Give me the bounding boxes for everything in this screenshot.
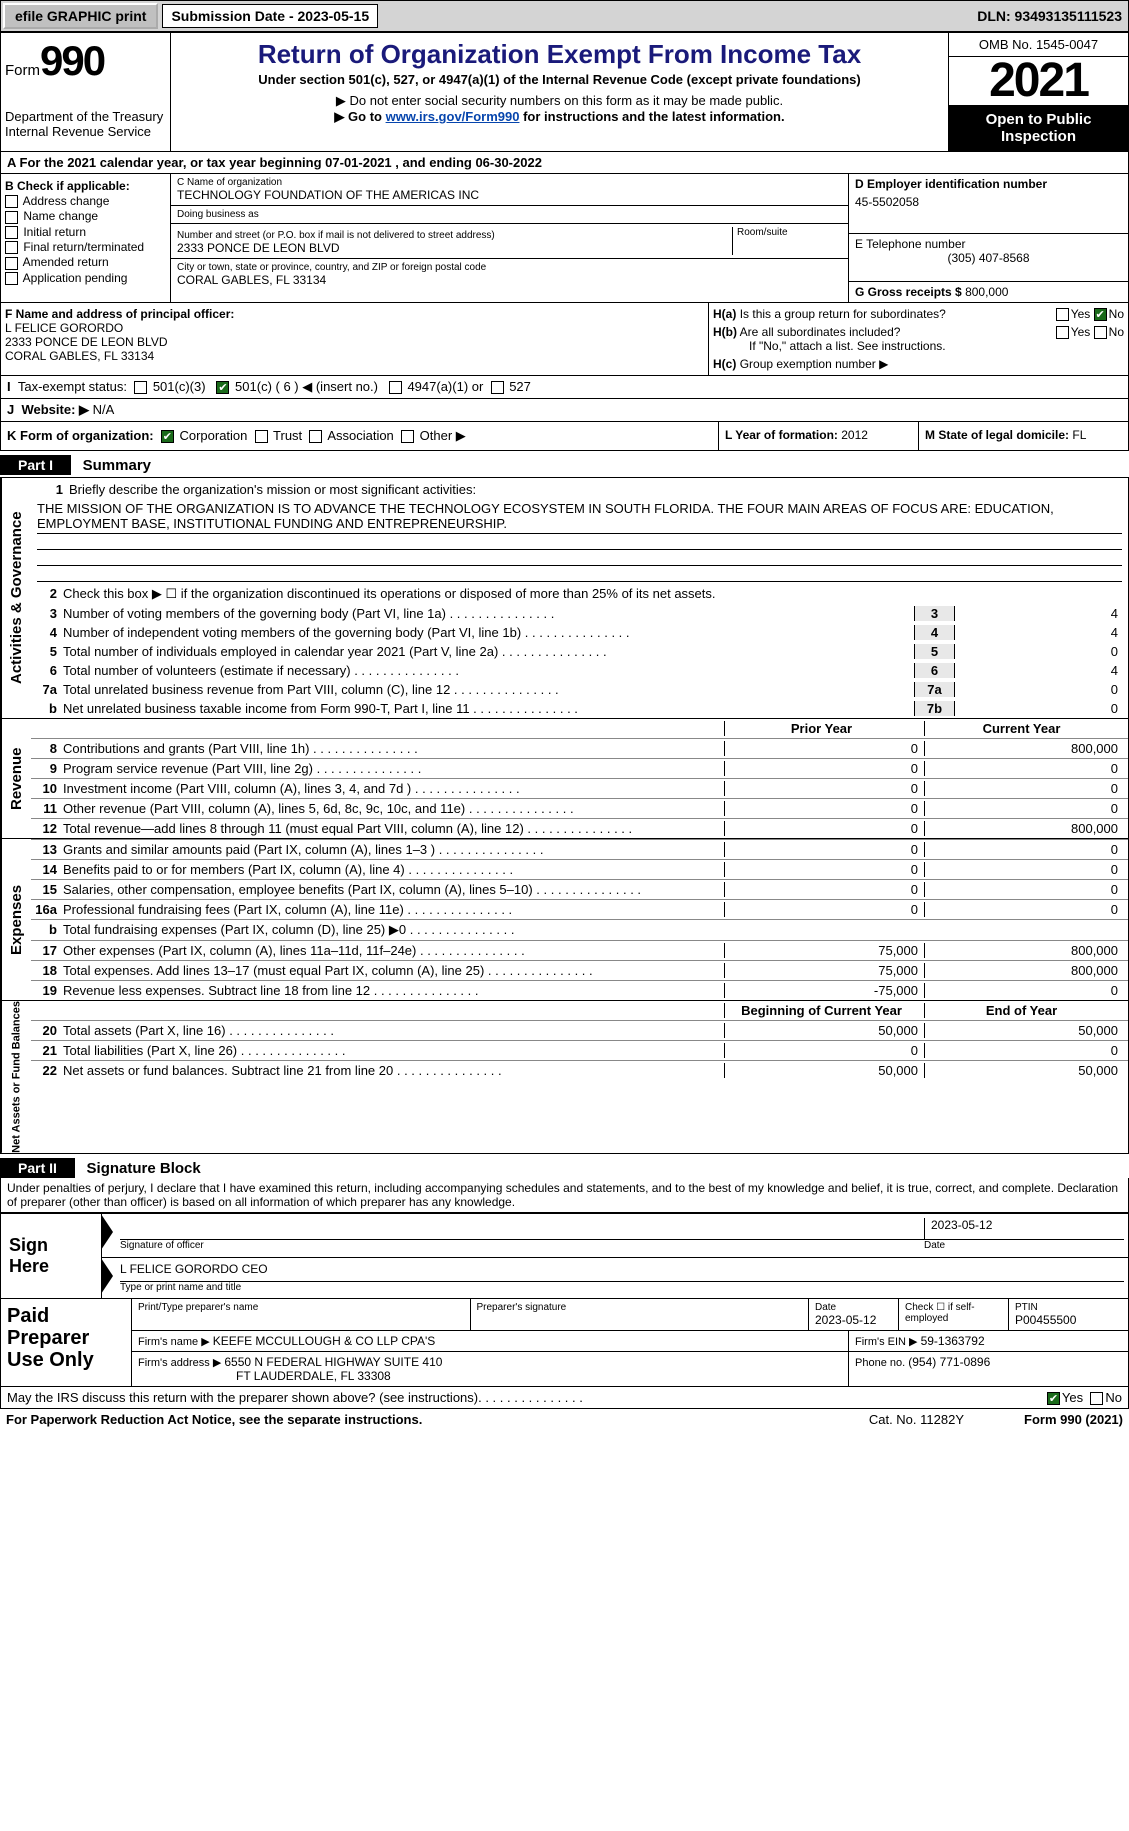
h-b: H(b) Are all subordinates included? Yes … [713, 325, 1124, 339]
signature-officer-label: Signature of officer [120, 1240, 924, 1251]
summary-line: 6Total number of volunteers (estimate if… [31, 661, 1128, 680]
vert-activities-governance: Activities & Governance [1, 478, 31, 718]
summary-line: 3Number of voting members of the governi… [31, 604, 1128, 623]
officer-h-block: F Name and address of principal officer:… [0, 303, 1129, 376]
summary-line: 15Salaries, other compensation, employee… [31, 879, 1128, 899]
summary-line: 11Other revenue (Part VIII, column (A), … [31, 798, 1128, 818]
part-1-header: Part I Summary [0, 451, 1129, 475]
sign-date: 2023-05-12 [924, 1218, 1124, 1239]
addr-label: Number and street (or P.O. box if mail i… [177, 230, 495, 241]
city-label: City or town, state or province, country… [177, 262, 842, 273]
summary-line: 17Other expenses (Part IX, column (A), l… [31, 940, 1128, 960]
note-goto: Go to www.irs.gov/Form990 for instructio… [175, 109, 944, 125]
summary-line: 20Total assets (Part X, line 16)50,00050… [31, 1020, 1128, 1040]
officer-addr1: 2333 PONCE DE LEON BLVD [5, 335, 704, 349]
summary-line: 7aTotal unrelated business revenue from … [31, 680, 1128, 699]
discuss-row: May the IRS discuss this return with the… [0, 1387, 1129, 1409]
e-phone-label: E Telephone number [855, 237, 1122, 251]
checkbox-item[interactable]: Address change [5, 194, 166, 208]
irs-link[interactable]: www.irs.gov/Form990 [386, 109, 520, 124]
form-subtitle: Under section 501(c), 527, or 4947(a)(1)… [175, 72, 944, 87]
signature-arrow-icon [101, 1214, 113, 1250]
phone-value: (305) 407-8568 [855, 251, 1122, 265]
summary-line: 9Program service revenue (Part VIII, lin… [31, 758, 1128, 778]
checkbox-item[interactable]: Amended return [5, 255, 166, 269]
officer-name: L FELICE GORORDO [5, 321, 704, 335]
summary-line: 12Total revenue—add lines 8 through 11 (… [31, 818, 1128, 838]
summary-line: 19Revenue less expenses. Subtract line 1… [31, 980, 1128, 1000]
h-a: H(a) Is this a group return for subordin… [713, 307, 1124, 321]
f-officer-label: F Name and address of principal officer: [5, 307, 704, 321]
irs-label: Internal Revenue Service [5, 124, 166, 139]
summary-line: bTotal fundraising expenses (Part IX, co… [31, 919, 1128, 940]
checkbox-item[interactable]: Initial return [5, 225, 166, 239]
h-note: If "No," attach a list. See instructions… [749, 339, 1124, 353]
perjury-text: Under penalties of perjury, I declare th… [0, 1178, 1129, 1213]
efile-print-button[interactable]: efile GRAPHIC print [3, 3, 158, 29]
org-street: 2333 PONCE DE LEON BLVD [177, 241, 340, 255]
top-bar: efile GRAPHIC print Submission Date - 20… [0, 0, 1129, 32]
org-info-block: B Check if applicable: Address change Na… [0, 174, 1129, 303]
summary-line: 10Investment income (Part VIII, column (… [31, 778, 1128, 798]
org-city: CORAL GABLES, FL 33134 [177, 273, 842, 287]
mission-text: THE MISSION OF THE ORGANIZATION IS TO AD… [37, 499, 1122, 534]
dln-number: DLN: 93493135111523 [977, 8, 1128, 24]
dba-label: Doing business as [177, 209, 842, 220]
summary-line: 8Contributions and grants (Part VIII, li… [31, 738, 1128, 758]
org-name: TECHNOLOGY FOUNDATION OF THE AMERICAS IN… [177, 188, 842, 202]
date-label: Date [924, 1240, 1124, 1251]
gross-value: 800,000 [965, 285, 1008, 299]
form-number: Form990 [5, 37, 166, 85]
part-2-header: Part II Signature Block [0, 1154, 1129, 1178]
vert-net-assets: Net Assets or Fund Balances [1, 1001, 31, 1153]
part-1-summary: Activities & Governance 1Briefly describ… [0, 477, 1129, 1154]
line-klm: K Form of organization: Corporation Trus… [0, 422, 1129, 451]
column-b-checkboxes: B Check if applicable: Address change Na… [1, 174, 171, 302]
paid-preparer-block: Paid Preparer Use Only Print/Type prepar… [0, 1299, 1129, 1387]
sign-here-block: SignHere 2023-05-12 Signature of officer… [0, 1213, 1129, 1299]
checkbox-item[interactable]: Final return/terminated [5, 240, 166, 254]
summary-line: 13Grants and similar amounts paid (Part … [31, 839, 1128, 859]
summary-line: 5Total number of individuals employed in… [31, 642, 1128, 661]
summary-line: 4Number of independent voting members of… [31, 623, 1128, 642]
submission-date: Submission Date - 2023-05-15 [162, 4, 378, 28]
type-print-label: Type or print name and title [120, 1282, 1124, 1293]
officer-addr2: CORAL GABLES, FL 33134 [5, 349, 704, 363]
tax-year: 2021 [949, 57, 1128, 105]
checkbox-item[interactable]: Name change [5, 209, 166, 223]
form-header: Form990 Department of the Treasury Inter… [0, 32, 1129, 152]
officer-printed-name: L FELICE GORORDO CEO [120, 1262, 1124, 1282]
vert-expenses: Expenses [1, 839, 31, 1000]
vert-revenue: Revenue [1, 719, 31, 838]
d-ein-label: D Employer identification number [855, 177, 1122, 191]
summary-line: 16aProfessional fundraising fees (Part I… [31, 899, 1128, 919]
summary-line: 14Benefits paid to or for members (Part … [31, 859, 1128, 879]
line-j-website: J Website: ▶ N/A [0, 399, 1129, 422]
checkbox-item[interactable]: Application pending [5, 271, 166, 285]
h-c: H(c) Group exemption number ▶ [713, 357, 1124, 371]
note-ssn: Do not enter social security numbers on … [175, 93, 944, 109]
signature-arrow-icon [101, 1258, 113, 1294]
summary-line: 21Total liabilities (Part X, line 26)00 [31, 1040, 1128, 1060]
line-a-tax-year: A For the 2021 calendar year, or tax yea… [0, 152, 1129, 174]
room-label: Room/suite [732, 227, 842, 255]
line-i-tax-exempt: I Tax-exempt status: 501(c)(3) 501(c) ( … [0, 376, 1129, 399]
summary-line: bNet unrelated business taxable income f… [31, 699, 1128, 718]
c-name-label: C Name of organization [177, 177, 842, 188]
form-title: Return of Organization Exempt From Incom… [175, 39, 944, 70]
summary-line: 22Net assets or fund balances. Subtract … [31, 1060, 1128, 1080]
open-inspection: Open to Public Inspection [949, 105, 1128, 151]
summary-line: 18Total expenses. Add lines 13–17 (must … [31, 960, 1128, 980]
dept-treasury: Department of the Treasury [5, 109, 166, 124]
ein-value: 45-5502058 [855, 195, 1122, 209]
bottom-footer: For Paperwork Reduction Act Notice, see … [0, 1409, 1129, 1430]
g-gross-label: G Gross receipts $ [855, 285, 965, 299]
